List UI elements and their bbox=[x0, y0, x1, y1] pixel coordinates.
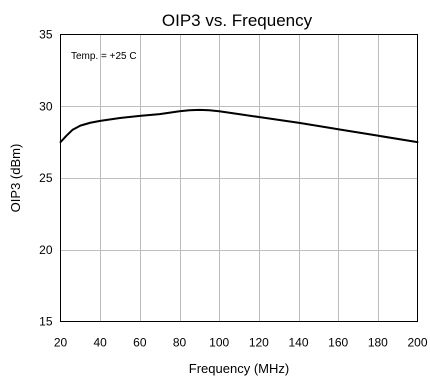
y-tick-labels: 15 20 25 30 35 bbox=[39, 28, 53, 329]
series-layer bbox=[59, 108, 419, 144]
series-line-0 bbox=[59, 108, 419, 144]
x-tick-label: 200 bbox=[407, 336, 427, 350]
x-tick-label: 80 bbox=[173, 336, 187, 350]
y-tick-label: 15 bbox=[39, 315, 53, 329]
chart-title: OIP3 vs. Frequency bbox=[162, 11, 313, 30]
y-tick-label: 35 bbox=[39, 28, 53, 42]
x-tick-label: 60 bbox=[133, 336, 147, 350]
x-tick-label: 20 bbox=[54, 336, 68, 350]
y-axis-label: OIP3 (dBm) bbox=[8, 144, 23, 213]
x-tick-label: 180 bbox=[368, 336, 388, 350]
x-tick-labels: 20 40 60 80 100 120 140 160 180 200 bbox=[54, 336, 428, 350]
y-tick-label: 25 bbox=[39, 171, 53, 185]
plot-grid bbox=[60, 34, 418, 322]
x-tick-label: 140 bbox=[288, 336, 308, 350]
x-tick-label: 40 bbox=[93, 336, 107, 350]
y-tick-label: 20 bbox=[39, 243, 53, 257]
x-tick-label: 120 bbox=[249, 336, 269, 350]
x-tick-label: 100 bbox=[209, 336, 229, 350]
x-tick-label: 160 bbox=[328, 336, 348, 350]
x-axis-label: Frequency (MHz) bbox=[189, 361, 289, 376]
plot-frame bbox=[60, 34, 418, 322]
y-tick-label: 30 bbox=[39, 99, 53, 113]
temperature-annotation: Temp. = +25 C bbox=[71, 51, 137, 62]
